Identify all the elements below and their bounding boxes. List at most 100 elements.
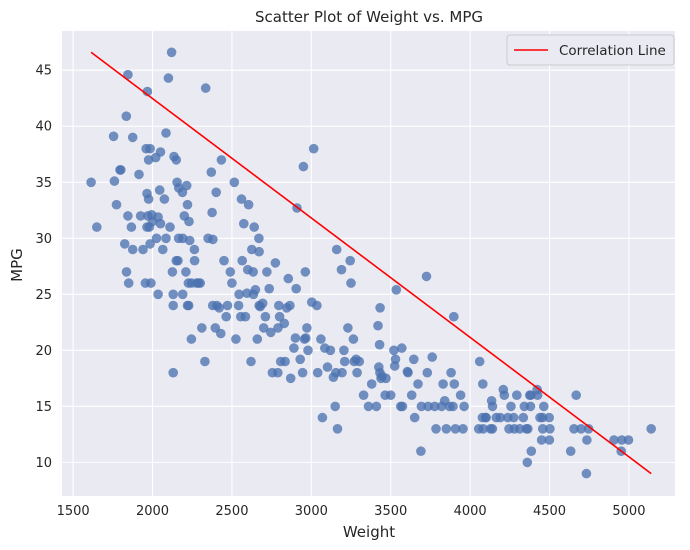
data-point [571, 390, 581, 401]
data-point [145, 143, 155, 154]
data-point [285, 373, 296, 384]
data-point [339, 345, 349, 356]
data-point [109, 176, 120, 186]
data-point [108, 131, 119, 142]
data-point [135, 211, 146, 221]
data-point [512, 390, 522, 401]
data-point [330, 401, 341, 412]
data-point [301, 333, 311, 343]
data-point [646, 424, 656, 434]
data-point [459, 401, 469, 412]
y-tick-label: 15 [35, 400, 52, 415]
y-tick-label: 35 [35, 176, 52, 191]
data-point [146, 278, 156, 288]
data-point [450, 424, 461, 434]
data-point [495, 412, 506, 423]
data-point [565, 446, 576, 457]
data-point [508, 412, 519, 423]
data-point [343, 323, 353, 333]
data-point [331, 244, 342, 255]
data-point [250, 285, 261, 295]
x-tick-label: 1500 [57, 504, 90, 519]
legend: Correlation Line [506, 34, 675, 66]
data-point [397, 401, 408, 412]
correlation-line-layer [90, 51, 652, 475]
data-point [254, 233, 264, 244]
data-point [200, 83, 211, 93]
data-point [283, 273, 294, 284]
data-point [427, 352, 438, 362]
x-tick-label: 2000 [136, 504, 169, 519]
data-point [514, 424, 525, 434]
data-point [142, 86, 153, 97]
y-tick-label: 25 [35, 288, 52, 303]
data-point [441, 424, 452, 434]
data-point [254, 246, 264, 257]
data-point [523, 424, 533, 434]
data-point [155, 218, 166, 229]
data-point [123, 69, 133, 80]
data-point [121, 267, 132, 277]
data-point [177, 289, 188, 300]
data-point [297, 367, 308, 378]
data-point [182, 199, 193, 210]
data-point [123, 278, 134, 288]
data-point [168, 300, 178, 311]
data-point [127, 244, 138, 255]
data-point [623, 435, 634, 445]
data-point [332, 424, 343, 434]
data-point [429, 401, 440, 412]
data-point [138, 244, 148, 255]
data-point [375, 303, 385, 313]
correlation-line [90, 51, 652, 475]
x-axis-label: Weight [343, 523, 395, 541]
data-point [274, 311, 285, 322]
data-point [337, 367, 347, 378]
data-point [300, 267, 311, 277]
data-point [348, 334, 359, 344]
data-point [236, 194, 247, 204]
data-point [609, 435, 619, 445]
data-point [371, 401, 382, 412]
data-point [200, 356, 210, 367]
data-point [154, 185, 165, 195]
data-point [397, 343, 407, 353]
data-point [216, 155, 227, 165]
data-point [221, 311, 231, 322]
data-point [195, 278, 205, 288]
data-point [537, 424, 548, 434]
data-point [168, 289, 178, 300]
y-tick-label: 10 [35, 456, 52, 471]
data-point [183, 300, 194, 311]
data-point [189, 255, 200, 266]
data-point [295, 354, 306, 365]
data-point [336, 264, 347, 275]
data-point [123, 211, 133, 221]
data-point [522, 457, 533, 468]
data-point [207, 207, 217, 218]
data-point [449, 379, 460, 389]
data-point [163, 73, 174, 83]
data-point [545, 424, 555, 434]
data-point [358, 390, 369, 401]
data-point [233, 300, 244, 311]
data-point [168, 367, 178, 378]
data-point [438, 379, 448, 389]
data-point [165, 222, 175, 232]
data-point [325, 345, 336, 356]
data-point [455, 390, 466, 401]
data-point [581, 468, 592, 479]
data-point [158, 244, 168, 255]
data-point [390, 354, 401, 365]
data-point [171, 155, 182, 165]
data-point [116, 165, 126, 175]
data-point [481, 412, 491, 423]
data-point [536, 435, 547, 445]
data-point [270, 258, 281, 268]
data-point [423, 401, 433, 412]
data-point [173, 255, 183, 266]
data-point [409, 412, 420, 423]
data-point [258, 323, 269, 333]
data-point [478, 424, 489, 434]
